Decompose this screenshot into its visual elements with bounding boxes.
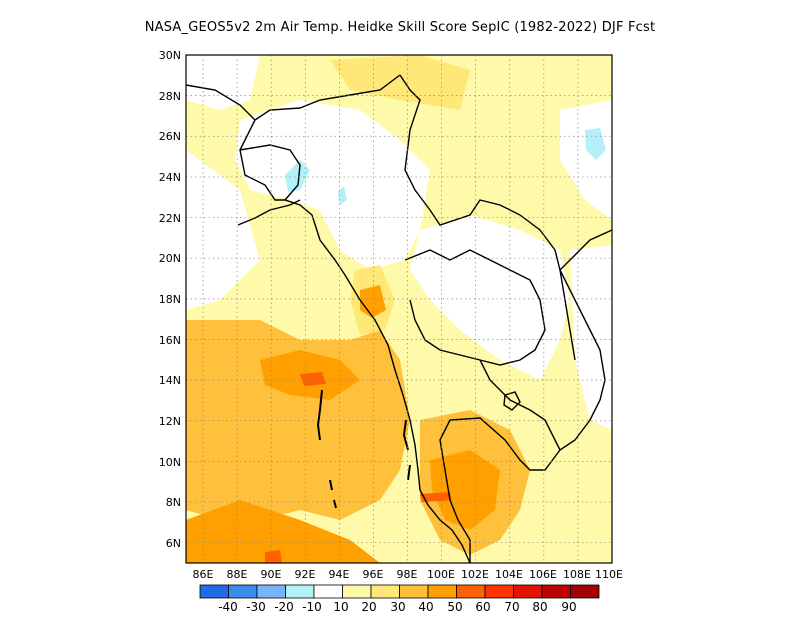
white-region-indochina: [410, 215, 570, 380]
white-region-nw: [186, 55, 260, 110]
lat-tick-label: 26N: [159, 130, 181, 143]
red-orange-patch-2: [420, 492, 452, 502]
islands: [316, 389, 411, 509]
lon-tick-label: 96E: [363, 568, 384, 581]
colorbar-label: 60: [475, 600, 490, 614]
border-bangladesh: [239, 144, 301, 201]
colorbar: [199, 584, 600, 599]
lake-tonle-sap: [503, 391, 521, 411]
orange-region-north: [330, 55, 470, 110]
coastline-bay-of-bengal: [186, 84, 471, 563]
coastline-vietnam: [559, 229, 612, 451]
colorbar-label: -40: [218, 600, 238, 614]
lat-tick-label: 22N: [159, 212, 181, 225]
andaman-islands: [316, 389, 323, 441]
colorbar-label: 80: [532, 600, 547, 614]
colorbar-label: 40: [418, 600, 433, 614]
colorbar-swatch: [256, 584, 286, 599]
colorbar-label: 70: [504, 600, 519, 614]
lon-tick-label: 110E: [595, 568, 623, 581]
colorbar-swatch: [199, 584, 229, 599]
lon-tick-label: 90E: [261, 568, 282, 581]
colorbar-swatch: [313, 584, 343, 599]
longitude-labels: 86E 88E 90E 92E 94E 96E 98E 100E 102E 10…: [193, 568, 623, 581]
colorbar-label: 10: [333, 600, 348, 614]
blue-spot-bangladesh: [285, 160, 310, 192]
lat-tick-label: 20N: [159, 252, 181, 265]
red-orange-patch-3: [265, 550, 282, 563]
border-thailand: [404, 249, 546, 366]
lat-tick-label: 24N: [159, 171, 181, 184]
colorbar-label: -20: [274, 600, 294, 614]
colorbar-swatch: [570, 584, 600, 599]
lat-tick-label: 6N: [166, 537, 181, 550]
red-orange-patch-1: [300, 372, 326, 386]
lat-tick-label: 28N: [159, 90, 181, 103]
lat-tick-label: 30N: [159, 49, 181, 62]
lon-tick-label: 104E: [495, 568, 523, 581]
map-title: NASA_GEOS5v2 2m Air Temp. Heidke Skill S…: [144, 20, 656, 35]
lon-tick-label: 86E: [193, 568, 214, 581]
coastline-myanmar-delta: [237, 199, 301, 226]
colorbar-label: -30: [246, 600, 266, 614]
lon-tick-label: 100E: [427, 568, 455, 581]
lat-tick-label: 18N: [159, 293, 181, 306]
colorbar-labels: -40 -30 -20 -10 10 20 30 40 50 60 70 80 …: [218, 600, 576, 614]
lon-tick-label: 92E: [295, 568, 316, 581]
lon-tick-label: 106E: [529, 568, 557, 581]
colorbar-swatch: [342, 584, 372, 599]
lon-tick-label: 88E: [227, 568, 248, 581]
lon-tick-label: 108E: [563, 568, 591, 581]
deep-orange-sw: [186, 500, 380, 563]
colorbar-swatch: [228, 584, 258, 599]
lon-tick-label: 94E: [329, 568, 350, 581]
coastlines-borders: [186, 74, 612, 563]
lat-tick-label: 10N: [159, 456, 181, 469]
lat-tick-label: 12N: [159, 415, 181, 428]
nicobar-islands: [329, 479, 337, 509]
lon-tick-label: 102E: [461, 568, 489, 581]
lat-tick-label: 16N: [159, 334, 181, 347]
lat-tick-label: 8N: [166, 496, 181, 509]
plot-frame: [185, 54, 613, 564]
lon-tick-label: 98E: [397, 568, 418, 581]
blue-spot-small: [338, 186, 347, 205]
colorbar-label: 30: [390, 600, 405, 614]
colorbar-swatch: [513, 584, 543, 599]
border-cambodia: [479, 359, 561, 451]
border-myanmar-east: [399, 74, 521, 226]
colorbar-label: 50: [447, 600, 462, 614]
mergui-archipelago: [402, 419, 411, 481]
colorbar-swatch: [541, 584, 571, 599]
contour-fill-layer: [186, 55, 612, 563]
border-laos-vietnam: [519, 214, 576, 361]
colorbar-swatch: [456, 584, 486, 599]
lat-tick-label: 14N: [159, 374, 181, 387]
colorbar-label: -10: [302, 600, 322, 614]
orange-region-andaman: [186, 320, 410, 520]
colorbar-label: 90: [561, 600, 576, 614]
colorbar-swatch: [370, 584, 400, 599]
border-india-myanmar: [254, 74, 401, 121]
deep-orange-gulf: [430, 450, 500, 530]
white-region-west: [186, 150, 260, 310]
colorbar-label: 20: [361, 600, 376, 614]
colorbar-swatch: [399, 584, 429, 599]
white-region-north: [235, 100, 430, 270]
grid-lines: [186, 55, 612, 563]
coastline-gulf-thailand: [439, 417, 561, 563]
colorbar-swatch: [484, 584, 514, 599]
latitude-labels: 30N 28N 26N 24N 22N 20N 18N 16N 14N 12N …: [159, 49, 181, 550]
white-region-east: [570, 245, 612, 430]
colorbar-swatch: [427, 584, 457, 599]
colorbar-swatch: [285, 584, 315, 599]
